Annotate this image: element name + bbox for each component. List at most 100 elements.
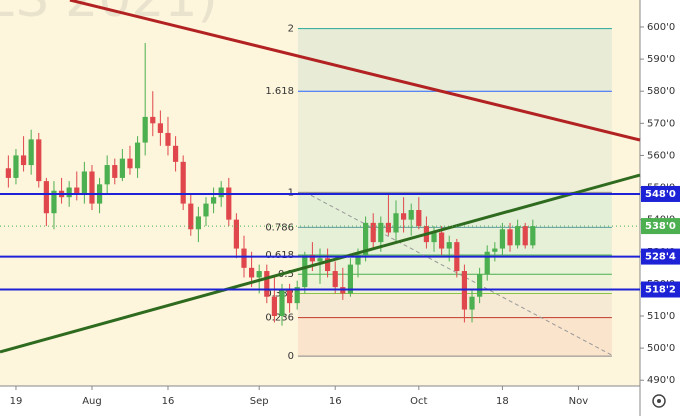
candle-body xyxy=(431,232,437,243)
candle-body xyxy=(119,158,125,178)
x-tick-label: Aug xyxy=(82,396,102,407)
fib-level-label: 0.5 xyxy=(278,269,294,280)
candle-body xyxy=(172,145,179,162)
candle-body xyxy=(74,187,80,194)
candle-body xyxy=(492,248,498,252)
candle-body xyxy=(499,229,506,249)
candle-body xyxy=(264,271,270,297)
y-tick-label: 600'0 xyxy=(647,22,675,33)
candle-body xyxy=(317,258,323,262)
candle-body xyxy=(439,232,445,249)
candle-body xyxy=(127,158,133,169)
price-badge-label: 538'0 xyxy=(645,221,676,232)
candle-body xyxy=(233,219,239,249)
fib-band xyxy=(297,91,612,193)
candle-body xyxy=(401,213,407,220)
candle-body xyxy=(271,296,277,316)
candle-body xyxy=(530,226,536,246)
candle-body xyxy=(469,296,475,310)
price-badge xyxy=(641,218,680,235)
fib-band xyxy=(297,28,612,92)
candle-body xyxy=(256,271,262,278)
candle-body xyxy=(210,197,217,204)
candle-body xyxy=(20,155,27,166)
y-tick-label: 500'0 xyxy=(647,343,675,354)
candle-body xyxy=(188,203,194,230)
candle-body xyxy=(446,242,452,249)
candle-body xyxy=(165,132,171,146)
candle-body xyxy=(248,267,255,278)
candle-body xyxy=(157,123,163,133)
candle-body xyxy=(218,187,224,198)
x-tick-label: Sep xyxy=(250,396,269,407)
fib-level-label: 1 xyxy=(288,187,294,198)
fib-level-label: 0.786 xyxy=(265,222,294,233)
candle-body xyxy=(347,264,354,294)
x-tick-label: 19 xyxy=(10,396,23,407)
candle-body xyxy=(416,210,422,227)
price-badge-label: 548'0 xyxy=(645,189,676,200)
candle-body xyxy=(507,229,513,246)
x-tick-label: 16 xyxy=(329,396,342,407)
y-tick-label: 580'0 xyxy=(647,86,675,97)
candle-body xyxy=(385,222,392,233)
y-tick-label: 570'0 xyxy=(647,118,675,129)
candle-body xyxy=(408,210,414,220)
trendline xyxy=(0,173,641,354)
candle-body xyxy=(28,139,34,166)
candle-body xyxy=(332,271,338,288)
fib-level-label: 0 xyxy=(288,351,294,362)
candle-body xyxy=(195,216,201,230)
y-tick-label: 490'0 xyxy=(647,375,675,386)
price-badge-label: 528'4 xyxy=(645,252,676,263)
candle-body xyxy=(180,161,186,204)
trendline xyxy=(69,0,641,142)
y-tick-label: 510'0 xyxy=(647,311,675,322)
y-tick-label: 560'0 xyxy=(647,150,675,161)
candle-body xyxy=(66,187,72,198)
y-tick-label: 590'0 xyxy=(647,54,675,65)
candle-body xyxy=(294,287,300,304)
candle-body xyxy=(104,165,110,185)
candle-body xyxy=(515,226,521,246)
candle-body xyxy=(112,165,118,178)
candle-body xyxy=(279,290,285,316)
candle-body xyxy=(51,190,57,214)
candle-body xyxy=(134,142,141,169)
candle-body xyxy=(81,171,87,194)
fib-band xyxy=(297,317,612,357)
price-badge xyxy=(641,185,680,202)
candle-body xyxy=(370,222,376,243)
candle-body xyxy=(142,116,148,143)
settings-icon-center xyxy=(657,399,661,403)
candle-body xyxy=(302,254,308,288)
candle-body xyxy=(522,226,528,246)
candle-body xyxy=(203,203,209,217)
candle-body xyxy=(286,290,293,304)
candle-body xyxy=(477,274,483,297)
price-badge xyxy=(641,248,680,265)
fib-band xyxy=(297,192,612,228)
price-badge xyxy=(641,281,680,298)
candle-body xyxy=(89,171,95,204)
candle-body xyxy=(13,155,19,178)
candle-body xyxy=(226,187,232,220)
candle-body xyxy=(378,222,384,243)
candle-body xyxy=(36,139,42,182)
candle-body xyxy=(363,222,369,255)
candle-body xyxy=(309,254,315,262)
candle-body xyxy=(325,258,331,272)
candle-body xyxy=(5,168,11,178)
settings-icon[interactable] xyxy=(652,394,666,408)
candle-body xyxy=(355,254,361,265)
x-tick-label: 18 xyxy=(496,396,509,407)
candle-body xyxy=(484,251,490,275)
fib-level-label: 0.618 xyxy=(265,250,294,261)
fib-diagonal xyxy=(304,191,613,356)
candle-body xyxy=(150,116,156,124)
candle-body xyxy=(393,213,399,233)
x-tick-label: Oct xyxy=(410,396,427,407)
fib-level-label: 1.618 xyxy=(265,86,294,97)
